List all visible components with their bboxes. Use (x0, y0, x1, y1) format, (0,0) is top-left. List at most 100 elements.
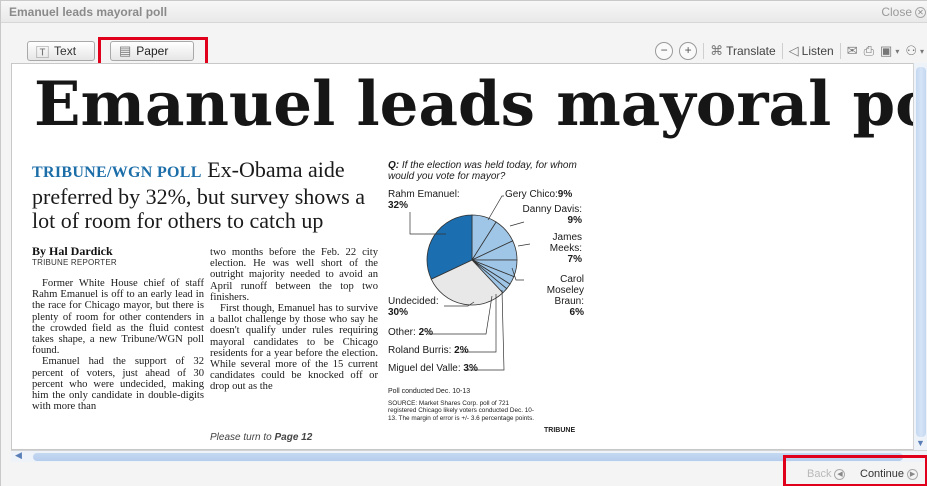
label-meeks-name: James Meeks: (549, 232, 582, 254)
article-deck: TRIBUNE/WGN POLL Ex-Obama aide preferred… (32, 158, 377, 233)
label-braun-pct: 6% (569, 307, 584, 318)
label-emanuel-name: Rahm Emanuel: (388, 189, 460, 200)
translate-label: Translate (726, 44, 776, 58)
label-other-pct: 2% (418, 327, 434, 338)
paragraph: two months before the Feb. 22 city elect… (210, 247, 378, 303)
label-meeks-pct: 7% (567, 254, 582, 265)
leader-line (509, 221, 525, 227)
label-braun: Carol Moseley Braun: 6% (526, 274, 584, 318)
highlight-continue-box (783, 455, 927, 486)
paper-view-button[interactable]: ▤ Paper (110, 41, 194, 61)
article-kicker: TRIBUNE/WGN POLL (32, 164, 202, 181)
label-chico: Gery Chico:9% (505, 189, 572, 200)
label-undecided-name: Undecided: (388, 296, 439, 307)
poll-note: Poll conducted Dec. 10-13 (388, 388, 471, 395)
paper-view-label: Paper (136, 44, 169, 58)
scroll-left-arrow-icon[interactable]: ◀ (15, 450, 22, 460)
title-bar: Emanuel leads mayoral poll Close ✕ (1, 1, 927, 23)
leader-line (464, 289, 505, 371)
horizontal-scrollbar[interactable]: ◀ (11, 450, 927, 462)
leader-line (487, 195, 504, 221)
article-column-2: two months before the Feb. 22 city elect… (210, 247, 378, 393)
translate-button[interactable]: ⌘ Translate (710, 43, 776, 59)
print-icon: ⎙ (863, 43, 875, 58)
scroll-down-arrow-icon[interactable]: ▼ (916, 438, 925, 448)
label-meeks: James Meeks: 7% (532, 232, 582, 265)
text-view-button[interactable]: 🅃 Text (27, 41, 95, 61)
leader-line (444, 301, 475, 307)
window-title: Emanuel leads mayoral poll (9, 5, 168, 19)
continue-arrow-icon: ▶ (907, 468, 919, 480)
continued-prefix: Please turn to (210, 432, 272, 443)
question-text: If the election was held today, for whom… (388, 160, 577, 182)
back-button[interactable]: Back ◀ (807, 468, 846, 480)
label-delvalle-pct: 3% (463, 363, 478, 374)
back-arrow-icon: ◀ (834, 468, 846, 480)
vertical-scroll-thumb[interactable] (916, 67, 926, 437)
close-button[interactable]: Close ✕ (881, 5, 926, 19)
label-other-name: Other: (388, 327, 416, 338)
leader-line (511, 267, 524, 281)
close-icon: ✕ (915, 6, 926, 18)
toolbar-tools: − + ⌘ Translate ◁ Listen ✉ ⎙ ▣ ▾ ⚇ ▾ (655, 41, 924, 61)
toolbar-divider (781, 43, 783, 59)
label-chico-name: Gery Chico: (505, 189, 558, 200)
speaker-icon: ◁ (788, 43, 799, 58)
chevron-down-icon: ▾ (919, 46, 924, 56)
leader-line (409, 212, 446, 235)
translate-icon: ⌘ (710, 43, 724, 58)
label-davis-name: Danny Davis: (522, 204, 582, 215)
label-delvalle-name: Miguel del Valle: (388, 363, 461, 374)
byline: By Hal Dardick (32, 244, 113, 258)
listen-button[interactable]: ◁ Listen (789, 43, 834, 59)
newspaper-icon: ▤ (119, 43, 132, 58)
label-delvalle: Miguel del Valle: 3% (388, 363, 478, 374)
continue-button[interactable]: Continue ▶ (860, 468, 919, 480)
label-burris-name: Roland Burris: (388, 345, 452, 356)
save-icon: ▣ (880, 43, 893, 58)
footer-nav: Back ◀ Continue ▶ (1, 455, 927, 486)
label-burris-pct: 2% (454, 345, 469, 356)
label-undecided-pct: 30% (388, 307, 409, 318)
save-button[interactable]: ▣ ▾ (880, 43, 899, 59)
pie-slice-undecided (430, 259, 504, 306)
zoom-in-icon[interactable]: + (679, 42, 698, 60)
article-deck-text: Ex-Obama aide preferred by 32%, but surv… (32, 157, 365, 233)
close-label: Close (881, 5, 912, 19)
paragraph: Emanuel had the support of 32 percent of… (32, 356, 204, 413)
label-emanuel-pct: 32% (388, 200, 409, 211)
article-column-1: Former White House chief of staff Rahm E… (32, 278, 204, 412)
horizontal-scroll-thumb[interactable] (33, 453, 903, 461)
email-button[interactable]: ✉ (847, 43, 858, 59)
toolbar-divider (839, 43, 841, 59)
pie-slice-rahm-emanuel (426, 214, 473, 280)
pie-chart (409, 195, 531, 371)
print-button[interactable]: ⎙ (864, 43, 874, 59)
poll-graphic: Q: If the election was held today, for w… (384, 156, 584, 446)
zoom-out-icon[interactable]: − (655, 42, 674, 60)
poll-source: SOURCE: Market Shares Corp. poll of 721 … (388, 400, 535, 422)
leader-line (460, 294, 497, 353)
label-emanuel: Rahm Emanuel: 32% (388, 189, 460, 211)
paragraph: Former White House chief of staff Rahm E… (32, 278, 204, 357)
label-chico-pct: 9% (557, 189, 573, 200)
label-davis-pct: 9% (567, 215, 582, 226)
leader-line (517, 243, 531, 247)
byline-role: TRIBUNE REPORTER (32, 258, 117, 267)
question-prefix: Q: (388, 160, 400, 171)
poll-question: Q: If the election was held today, for w… (388, 160, 584, 182)
continued-line: Please turn to Page 12 (210, 432, 312, 443)
chevron-down-icon: ▾ (895, 46, 900, 56)
label-undecided: Undecided: 30% (388, 296, 439, 318)
share-button[interactable]: ⚇ ▾ (905, 43, 924, 59)
continue-label: Continue (860, 468, 905, 480)
back-label: Back (807, 468, 832, 480)
label-burris: Roland Burris: 2% (388, 345, 469, 356)
label-other: Other: 2% (388, 327, 433, 338)
label-braun-name: Carol Moseley Braun: (546, 274, 584, 307)
paragraph: First though, Emanuel has to survive a b… (210, 303, 378, 393)
newspaper-page-view[interactable]: Emanuel leads mayoral poll TRIBUNE/WGN P… (11, 63, 916, 450)
vertical-scrollbar[interactable]: ▼ (913, 63, 927, 450)
email-icon: ✉ (846, 43, 858, 58)
